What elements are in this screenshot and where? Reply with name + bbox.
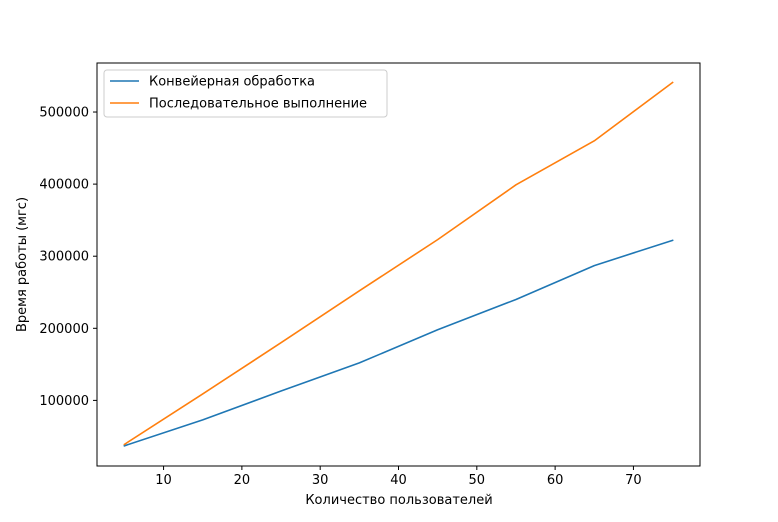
y-tick-label: 200000 <box>39 322 89 337</box>
y-tick-label: 500000 <box>39 106 89 121</box>
x-tick-label: 70 <box>625 473 642 488</box>
series-layer <box>123 81 674 447</box>
y-axis-label: Время работы (мгс) <box>15 197 30 332</box>
y-axis-ticks: 100000 200000 300000 400000 500000 <box>39 106 97 409</box>
x-tick-label: 10 <box>155 473 172 488</box>
legend-label-1: Последовательное выполнение <box>149 97 367 112</box>
series-line-1 <box>123 81 674 446</box>
x-tick-label: 50 <box>469 473 486 488</box>
legend: Конвейерная обработка Последовательное вы… <box>103 69 388 118</box>
x-tick-label: 60 <box>547 473 564 488</box>
y-tick-label: 400000 <box>39 178 89 193</box>
series-line-0 <box>123 239 674 447</box>
x-tick-label: 30 <box>312 473 329 488</box>
x-tick-label: 20 <box>234 473 251 488</box>
y-tick-label: 100000 <box>39 394 89 409</box>
y-tick-label: 300000 <box>39 250 89 265</box>
legend-box <box>103 69 388 118</box>
x-tick-label: 40 <box>390 473 407 488</box>
legend-label-0: Конвейерная обработка <box>149 75 315 90</box>
x-axis-label: Количество пользователей <box>305 493 492 508</box>
x-axis-ticks: 10 20 30 40 50 60 70 <box>155 466 642 488</box>
